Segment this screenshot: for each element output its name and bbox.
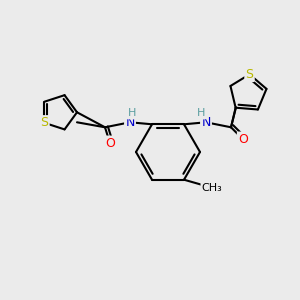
Text: H: H — [128, 108, 136, 118]
Text: H: H — [197, 108, 205, 118]
Text: S: S — [40, 116, 48, 129]
Text: N: N — [125, 116, 135, 129]
Text: O: O — [238, 133, 248, 146]
Text: S: S — [245, 68, 253, 81]
Text: N: N — [201, 116, 211, 129]
Text: O: O — [105, 137, 115, 150]
Text: CH₃: CH₃ — [202, 183, 222, 193]
